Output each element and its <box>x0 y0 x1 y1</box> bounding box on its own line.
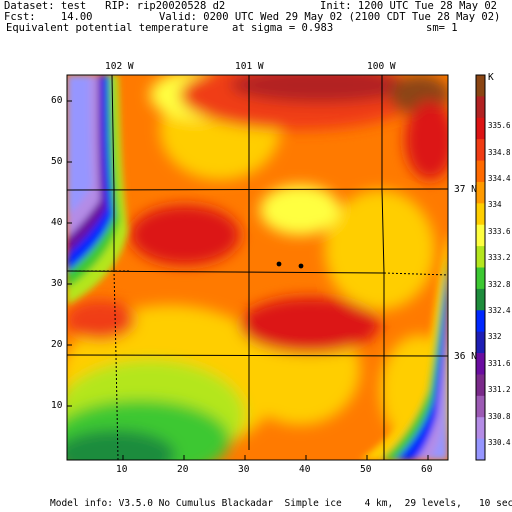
colorbar-swatch <box>476 331 485 354</box>
colorbar-swatch <box>476 203 485 226</box>
colorbar-label: 332.4 <box>488 305 511 315</box>
header-smoothing: sm= 1 <box>426 22 458 34</box>
shaded-field <box>67 75 448 460</box>
colorbar-swatch <box>476 395 485 418</box>
lat-label-37: 37 N <box>454 184 477 195</box>
y-tick-50: 50 <box>51 156 63 167</box>
header-forecast: Fcst: 14.00 <box>4 11 93 23</box>
lon-label-101: 101 W <box>235 61 264 72</box>
colorbar-unit: K <box>488 72 494 83</box>
y-tick-10: 10 <box>51 400 63 411</box>
colorbar-frame <box>475 74 486 461</box>
lon-label-102: 102 W <box>105 61 134 72</box>
colorbar-swatch <box>476 417 485 440</box>
colorbar-swatch <box>476 75 485 97</box>
colorbar-label: 333.2 <box>488 253 511 263</box>
lon-label-100: 100 W <box>367 61 396 72</box>
y-tick-60: 60 <box>51 95 63 106</box>
header-valid: Valid: 0200 UTC Wed 29 May 02 (2100 CDT … <box>159 11 501 23</box>
colorbar-label: 333.6 <box>488 226 511 236</box>
x-tick-60: 60 <box>421 464 433 475</box>
colorbar-swatch <box>476 246 485 268</box>
tick-marks <box>67 100 429 460</box>
colorbar-swatch <box>476 310 485 333</box>
station-markers <box>276 261 304 269</box>
x-tick-30: 30 <box>238 464 250 475</box>
x-tick-10: 10 <box>116 464 128 475</box>
colorbar-label: 335.6 <box>488 121 511 131</box>
colorbar-swatch <box>476 353 485 375</box>
colorbar-label: 331.6 <box>488 358 511 368</box>
colorbar-swatch <box>476 288 485 311</box>
colorbar-swatch <box>476 374 485 397</box>
colorbar-label: 334.8 <box>488 147 511 157</box>
colorbar-label: 330.8 <box>488 411 511 421</box>
y-tick-20: 20 <box>51 339 63 350</box>
model-info: Model info: V3.5.0 No Cumulus Blackadar … <box>50 498 512 509</box>
colorbar-swatch <box>476 139 485 162</box>
colorbar-swatch <box>476 438 485 461</box>
colorbar-swatch <box>476 181 485 204</box>
county-boundaries <box>66 74 449 461</box>
colorbar-label: 334 <box>488 200 502 210</box>
colorbar-label: 332.8 <box>488 279 511 289</box>
lat-label-36: 36 N <box>454 351 477 362</box>
header-sigma-level: at sigma = 0.983 <box>232 22 334 34</box>
header-init: Init: 1200 UTC Tue 28 May 02 <box>320 0 498 12</box>
map-frame <box>66 74 449 461</box>
colorbar-label: 334.4 <box>488 174 511 184</box>
colorbar-swatch <box>476 117 485 140</box>
header-dataset: Dataset: test RIP: rip20020528 d2 <box>4 0 226 12</box>
colorbar-swatch <box>476 160 485 183</box>
station-dot <box>276 261 282 267</box>
y-tick-40: 40 <box>51 217 63 228</box>
x-tick-20: 20 <box>177 464 189 475</box>
y-tick-30: 30 <box>51 278 63 289</box>
x-tick-50: 50 <box>360 464 372 475</box>
x-tick-40: 40 <box>299 464 311 475</box>
header-field-name: Equivalent potential temperature <box>6 22 209 34</box>
colorbar <box>475 74 486 461</box>
colorbar-label: 330.4 <box>488 437 511 447</box>
colorbar-label: 332 <box>488 332 502 342</box>
station-dot <box>298 263 304 269</box>
colorbar-swatch <box>476 224 485 247</box>
colorbar-swatch <box>476 96 485 119</box>
colorbar-swatch <box>476 267 485 290</box>
colorbar-label: 331.2 <box>488 385 511 395</box>
